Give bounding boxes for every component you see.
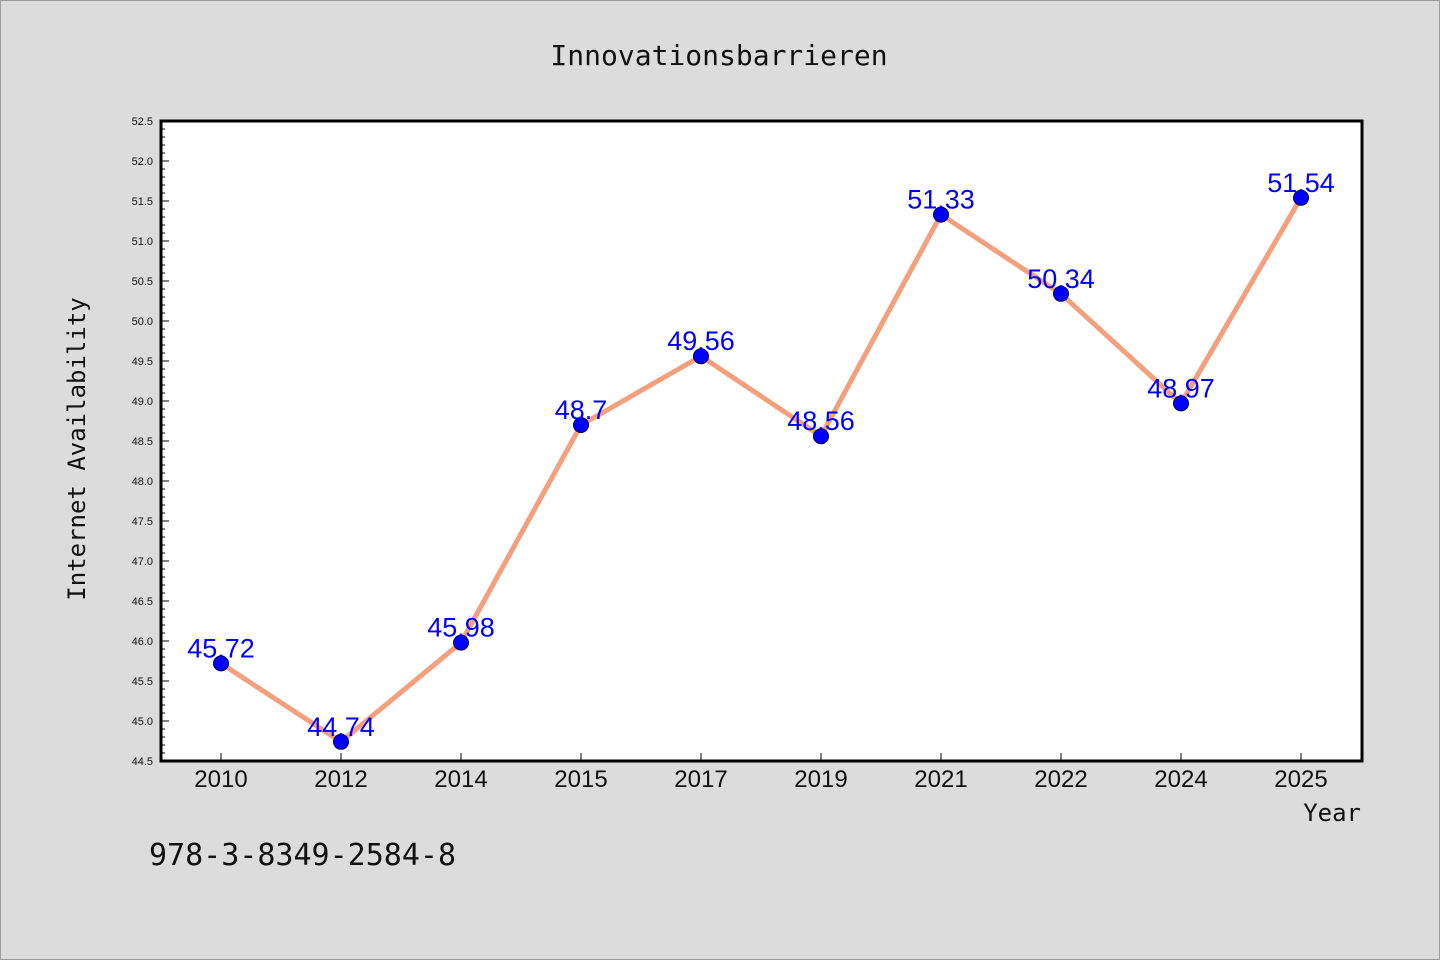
chart-title: Innovationsbarrieren [550,39,887,72]
data-point [813,428,829,445]
y-tick-label: 52.5 [132,116,153,128]
y-tick-label: 48.0 [132,476,153,488]
y-tick-label: 48.5 [132,436,153,448]
x-tick-label: 2014 [434,766,487,793]
y-tick-label: 45.5 [132,676,153,688]
data-label: 51.33 [907,185,975,215]
data-label: 51.54 [1267,168,1335,198]
plot-area [159,119,1364,763]
data-label: 44.74 [307,712,375,742]
x-tick-label: 2019 [794,766,847,793]
series-layer: 45.72 44.74 45.98 48.7 49.56 48.56 51.33 50.34 4… [187,168,1335,750]
y-tick-label: 46.0 [132,636,153,648]
y-tick-label: 49.5 [132,356,153,368]
data-point [1053,285,1069,302]
data-label: 48.7 [555,395,608,425]
y-tick-label: 50.0 [132,316,153,328]
x-tick-label: 2012 [314,766,367,793]
y-axis-label: Internet Availability [63,297,91,600]
x-tick-label: 2015 [554,766,607,793]
isbn-label: 978-3-8349-2584-8 [149,838,456,873]
y-tick-label: 44.5 [132,756,153,768]
x-tick-label: 2021 [914,766,967,793]
y-tick-label: 47.0 [132,556,153,568]
data-point [693,348,709,365]
data-label: 45.98 [427,613,495,643]
y-axis: 44.5 45.0 45.5 46.0 46.5 47.0 47.5 48.0 48.5 49.0… [132,116,169,768]
x-tick-label: 2024 [1154,766,1207,793]
data-point [213,655,229,672]
x-axis: 2010 2012 2014 2015 2017 2019 2021 2022 2024 2025 [194,753,1328,793]
data-point [1173,395,1189,412]
y-tick-label: 50.5 [132,276,153,288]
data-point [1293,189,1309,206]
data-label: 48.97 [1147,373,1215,403]
x-axis-label: Year [1303,799,1361,827]
y-tick-label: 47.5 [132,516,153,528]
y-tick-label: 51.5 [132,196,153,208]
data-point [333,733,349,750]
data-point [933,206,949,223]
x-tick-label: 2017 [674,766,727,793]
y-tick-label: 46.5 [132,596,153,608]
x-tick-label: 2025 [1274,766,1327,793]
x-tick-label: 2022 [1034,766,1087,793]
data-point [453,634,469,651]
data-point [573,417,589,433]
data-label: 49.56 [667,326,735,356]
x-tick-label: 2010 [194,766,247,793]
data-label: 48.56 [787,406,855,436]
y-tick-label: 45.0 [132,716,153,728]
y-tick-label: 52.0 [132,156,153,168]
series-line [218,195,1304,745]
data-label: 50.34 [1027,264,1095,294]
y-tick-label: 51.0 [132,236,153,248]
y-tick-label: 49.0 [132,396,153,408]
data-label: 45.72 [187,633,255,663]
